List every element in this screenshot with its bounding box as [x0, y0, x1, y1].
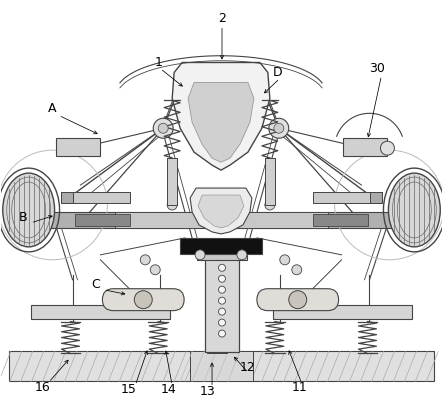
Circle shape — [140, 255, 150, 265]
Text: 30: 30 — [369, 62, 385, 75]
Bar — [29, 212, 414, 228]
Bar — [31, 305, 170, 319]
Text: A: A — [48, 102, 57, 115]
Circle shape — [292, 265, 302, 275]
Text: 2: 2 — [218, 12, 226, 25]
Circle shape — [218, 264, 225, 271]
FancyBboxPatch shape — [102, 289, 184, 310]
Circle shape — [218, 308, 225, 315]
Bar — [167, 158, 177, 205]
Circle shape — [218, 275, 225, 282]
Circle shape — [237, 250, 247, 260]
Circle shape — [134, 291, 152, 308]
Circle shape — [265, 200, 275, 210]
Bar — [197, 250, 247, 260]
Polygon shape — [172, 62, 270, 170]
Circle shape — [218, 286, 225, 293]
Text: 1: 1 — [154, 56, 162, 69]
Bar — [207, 341, 227, 353]
Bar — [273, 305, 412, 319]
Bar — [342, 138, 388, 156]
Circle shape — [158, 123, 168, 133]
Circle shape — [269, 118, 289, 138]
Polygon shape — [190, 188, 252, 234]
Text: 15: 15 — [120, 383, 136, 396]
Bar — [115, 212, 328, 228]
FancyBboxPatch shape — [257, 289, 338, 310]
Text: 12: 12 — [240, 361, 256, 374]
Circle shape — [218, 319, 225, 326]
Circle shape — [381, 141, 394, 155]
Polygon shape — [188, 82, 254, 162]
Circle shape — [195, 250, 205, 260]
Bar — [75, 214, 130, 226]
Bar — [55, 138, 101, 156]
Circle shape — [218, 330, 225, 337]
Circle shape — [167, 200, 177, 210]
Bar — [313, 214, 368, 226]
Circle shape — [218, 297, 225, 304]
Bar — [205, 258, 239, 353]
Circle shape — [153, 118, 173, 138]
Text: 16: 16 — [35, 381, 51, 394]
Circle shape — [150, 265, 160, 275]
Text: 14: 14 — [160, 383, 176, 396]
Polygon shape — [198, 195, 244, 228]
Bar — [190, 352, 253, 381]
Bar — [265, 158, 275, 205]
Ellipse shape — [389, 173, 440, 247]
Bar — [61, 192, 130, 203]
Bar — [9, 352, 434, 381]
Circle shape — [289, 291, 307, 308]
Circle shape — [274, 123, 284, 133]
Bar — [370, 192, 382, 203]
Bar — [61, 192, 73, 203]
Circle shape — [280, 255, 290, 265]
Text: 13: 13 — [200, 385, 216, 398]
Bar — [180, 238, 262, 254]
Text: C: C — [91, 278, 100, 291]
Text: 11: 11 — [292, 381, 307, 394]
Text: B: B — [18, 211, 27, 224]
Bar — [313, 192, 382, 203]
Text: D: D — [273, 66, 283, 79]
Ellipse shape — [3, 173, 54, 247]
